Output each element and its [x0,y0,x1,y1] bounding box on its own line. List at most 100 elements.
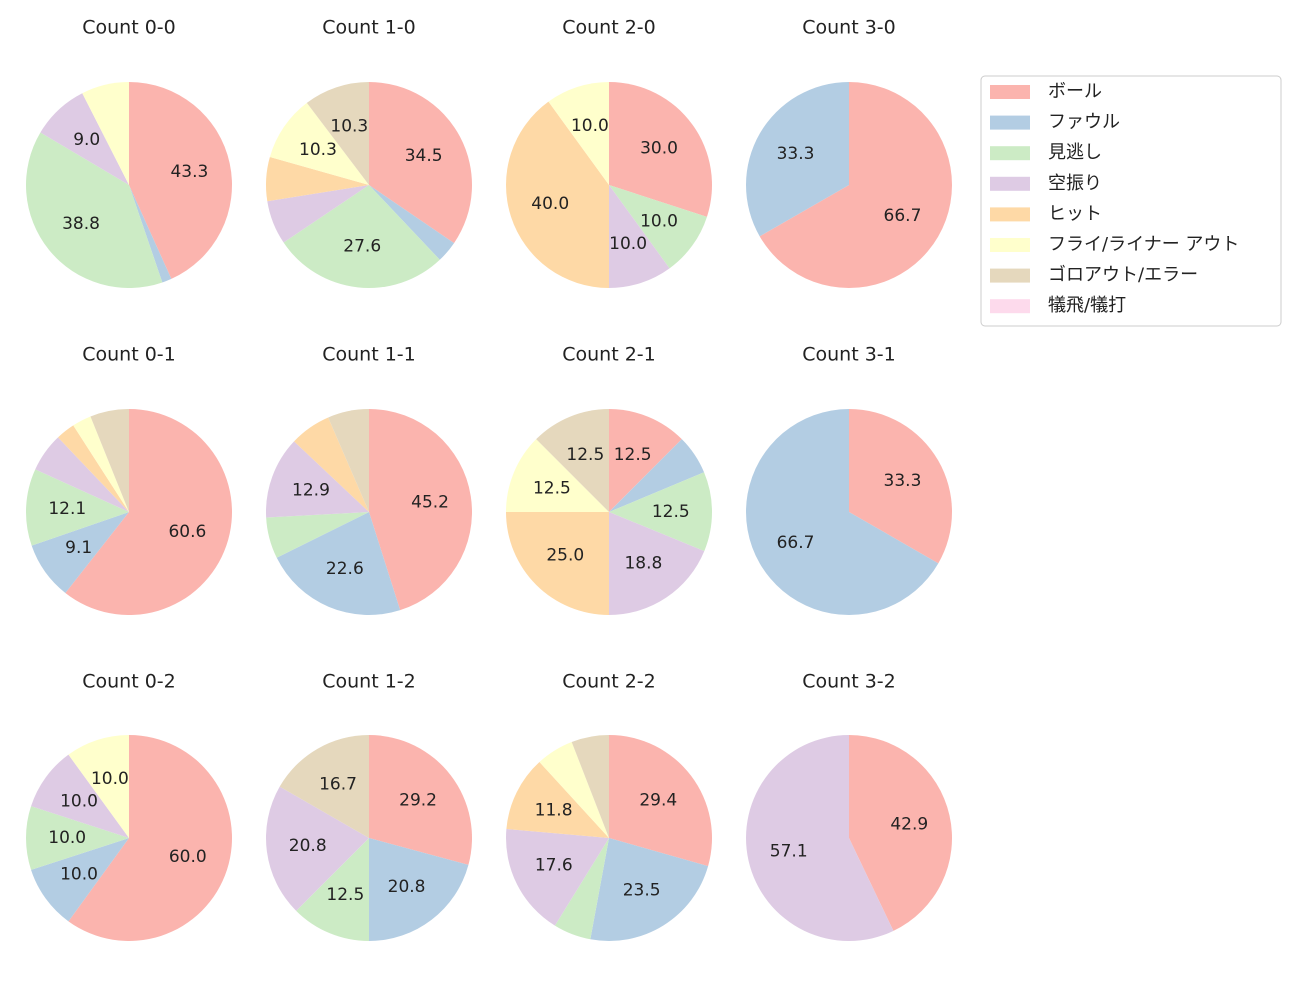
pie-slice [609,185,707,269]
pie-slice [369,82,472,244]
pie-slice [25,806,129,870]
pie-slice [548,82,609,185]
slice-label: 34.5 [405,146,443,166]
pie-slice [31,754,129,838]
slice-label: 10.3 [299,140,337,160]
pie-slice [369,409,473,611]
pie-slice [129,185,172,283]
slice-label: 12.5 [533,478,571,498]
pie-slice [369,185,455,260]
slice-label: 66.7 [884,206,922,226]
pie-slice [590,838,709,941]
slice-label: 66.7 [777,533,815,553]
pie-slice [296,838,369,941]
legend-label: ボール [1048,81,1102,102]
pie-slice [536,409,609,512]
pie-slice [294,417,369,512]
pie-slice [609,439,705,512]
pie-slice [35,437,129,512]
pie-slice [506,762,609,838]
pie-slice [276,512,401,615]
chart-title: Count 0-2 [82,671,176,693]
pie-slice [609,409,682,512]
slice-label: 17.6 [535,856,573,876]
pie-slice [849,409,953,564]
chart-title: Count 1-0 [322,17,416,39]
legend-swatch [990,299,1030,314]
legend-swatch [990,238,1030,252]
slice-label: 42.9 [890,814,928,834]
pie-slice [31,512,130,593]
pie-slice [31,838,129,922]
slice-label: 29.2 [399,790,437,810]
legend-swatch [990,268,1030,283]
pie-slice [25,469,129,546]
legend-box [980,75,1282,327]
slice-label: 30.0 [640,139,678,159]
slice-label: 45.2 [411,493,449,513]
pie-slice [746,735,894,941]
legend-label: 犠飛/犠打 [1048,295,1126,316]
chart-title: Count 1-1 [322,344,416,366]
slice-label: 43.3 [170,162,208,182]
slice-label: 29.4 [639,791,677,811]
slice-label: 22.6 [326,559,364,579]
slice-label: 12.1 [48,499,86,519]
pie-slice [759,82,952,289]
slice-label: 10.0 [571,116,609,136]
chart-title: Count 2-1 [562,344,656,366]
pie-slice [40,93,130,185]
slice-label: 18.8 [624,553,662,573]
pie-slice [266,786,369,911]
legend-label: フライ/ライナー アウト [1048,234,1239,255]
pie-slice [266,512,369,558]
pie-slice [746,82,849,237]
pie-slice [82,82,129,185]
slice-label: 10.0 [640,211,678,231]
pie-slice [369,838,469,941]
slice-label: 20.8 [289,836,327,856]
legend-label: ヒット [1048,203,1102,224]
slice-label: 60.0 [169,847,207,867]
pie-slice [73,416,129,512]
slice-label: 10.0 [60,864,98,884]
pie-slice [283,185,440,289]
pie-slice [609,512,705,615]
legend-swatch [990,115,1030,130]
slice-label: 10.0 [48,828,86,848]
slice-label: 12.5 [566,445,604,465]
chart-title: Count 3-1 [802,344,896,366]
slice-label: 27.6 [343,236,381,256]
slice-label: 33.3 [777,144,815,164]
slice-label: 12.5 [652,502,690,522]
slice-label: 9.0 [73,130,100,150]
pie-slice [26,132,163,288]
pie-slice [65,409,232,616]
pie-slice [609,82,712,217]
slice-label: 12.9 [292,481,330,501]
legend-swatch [990,85,1030,99]
pie-slice [609,472,713,552]
slice-label: 57.1 [770,842,808,862]
slice-label: 10.0 [91,769,129,789]
legend-label: 見逃し [1048,142,1102,163]
slice-label: 12.5 [614,445,652,465]
legend-swatch [990,207,1030,222]
pie-slice [609,185,670,288]
pie-slice [506,101,609,288]
slice-label: 40.0 [531,194,569,214]
chart-title: Count 2-2 [562,671,656,693]
legend-label: 空振り [1048,173,1102,194]
legend-swatch [990,146,1030,161]
pie-slice [306,82,369,185]
pie-slice [58,425,129,512]
slice-label: 38.8 [62,214,100,234]
slice-label: 10.3 [330,116,368,136]
slice-label: 10.0 [60,792,98,812]
slice-label: 23.5 [623,880,661,900]
pie-slice [506,512,609,615]
slice-label: 10.0 [609,234,647,254]
slice-label: 16.7 [319,775,357,795]
pie-slice [82,93,129,185]
chart-title: Count 0-0 [82,17,176,39]
